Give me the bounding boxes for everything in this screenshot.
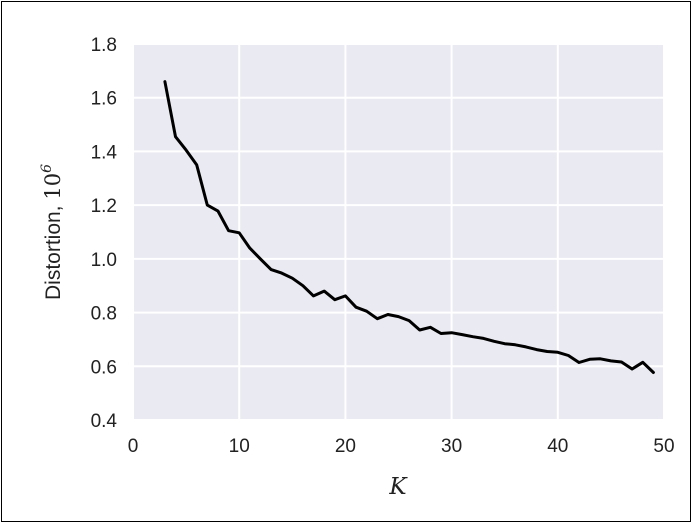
- x-tick-labels: 0 10 20 30 40 50: [128, 436, 675, 457]
- x-tick-label: 50: [653, 436, 674, 457]
- grid: [132, 43, 665, 421]
- y-tick-label: 1.2: [91, 196, 117, 217]
- y-axis-label-exponent: 6: [39, 164, 55, 173]
- y-tick-labels: 0.4 0.6 0.8 1.0 1.2 1.4 1.6 1.8: [91, 35, 118, 432]
- y-tick-label: 1.4: [91, 142, 118, 163]
- x-tick-label: 30: [441, 436, 462, 457]
- y-axis-label-base: 10: [41, 173, 65, 200]
- plot-area: [133, 44, 664, 420]
- x-tick-label: 20: [335, 436, 356, 457]
- y-axis-label: Distortion, 106: [39, 164, 65, 300]
- y-tick-label: 0.6: [91, 357, 117, 378]
- y-tick-label: 0.8: [91, 304, 117, 325]
- y-axis-label-text: Distortion,: [42, 200, 65, 300]
- distortion-series-line: [163, 80, 655, 374]
- y-tick-label: 0.4: [91, 411, 118, 432]
- x-tick-label: 10: [229, 436, 250, 457]
- x-tick-label: 0: [128, 436, 139, 457]
- y-tick-label: 1.0: [91, 250, 117, 271]
- y-tick-label: 1.6: [91, 89, 117, 110]
- x-axis-label: K: [388, 474, 408, 500]
- x-tick-label: 40: [547, 436, 568, 457]
- y-tick-label: 1.8: [91, 35, 117, 56]
